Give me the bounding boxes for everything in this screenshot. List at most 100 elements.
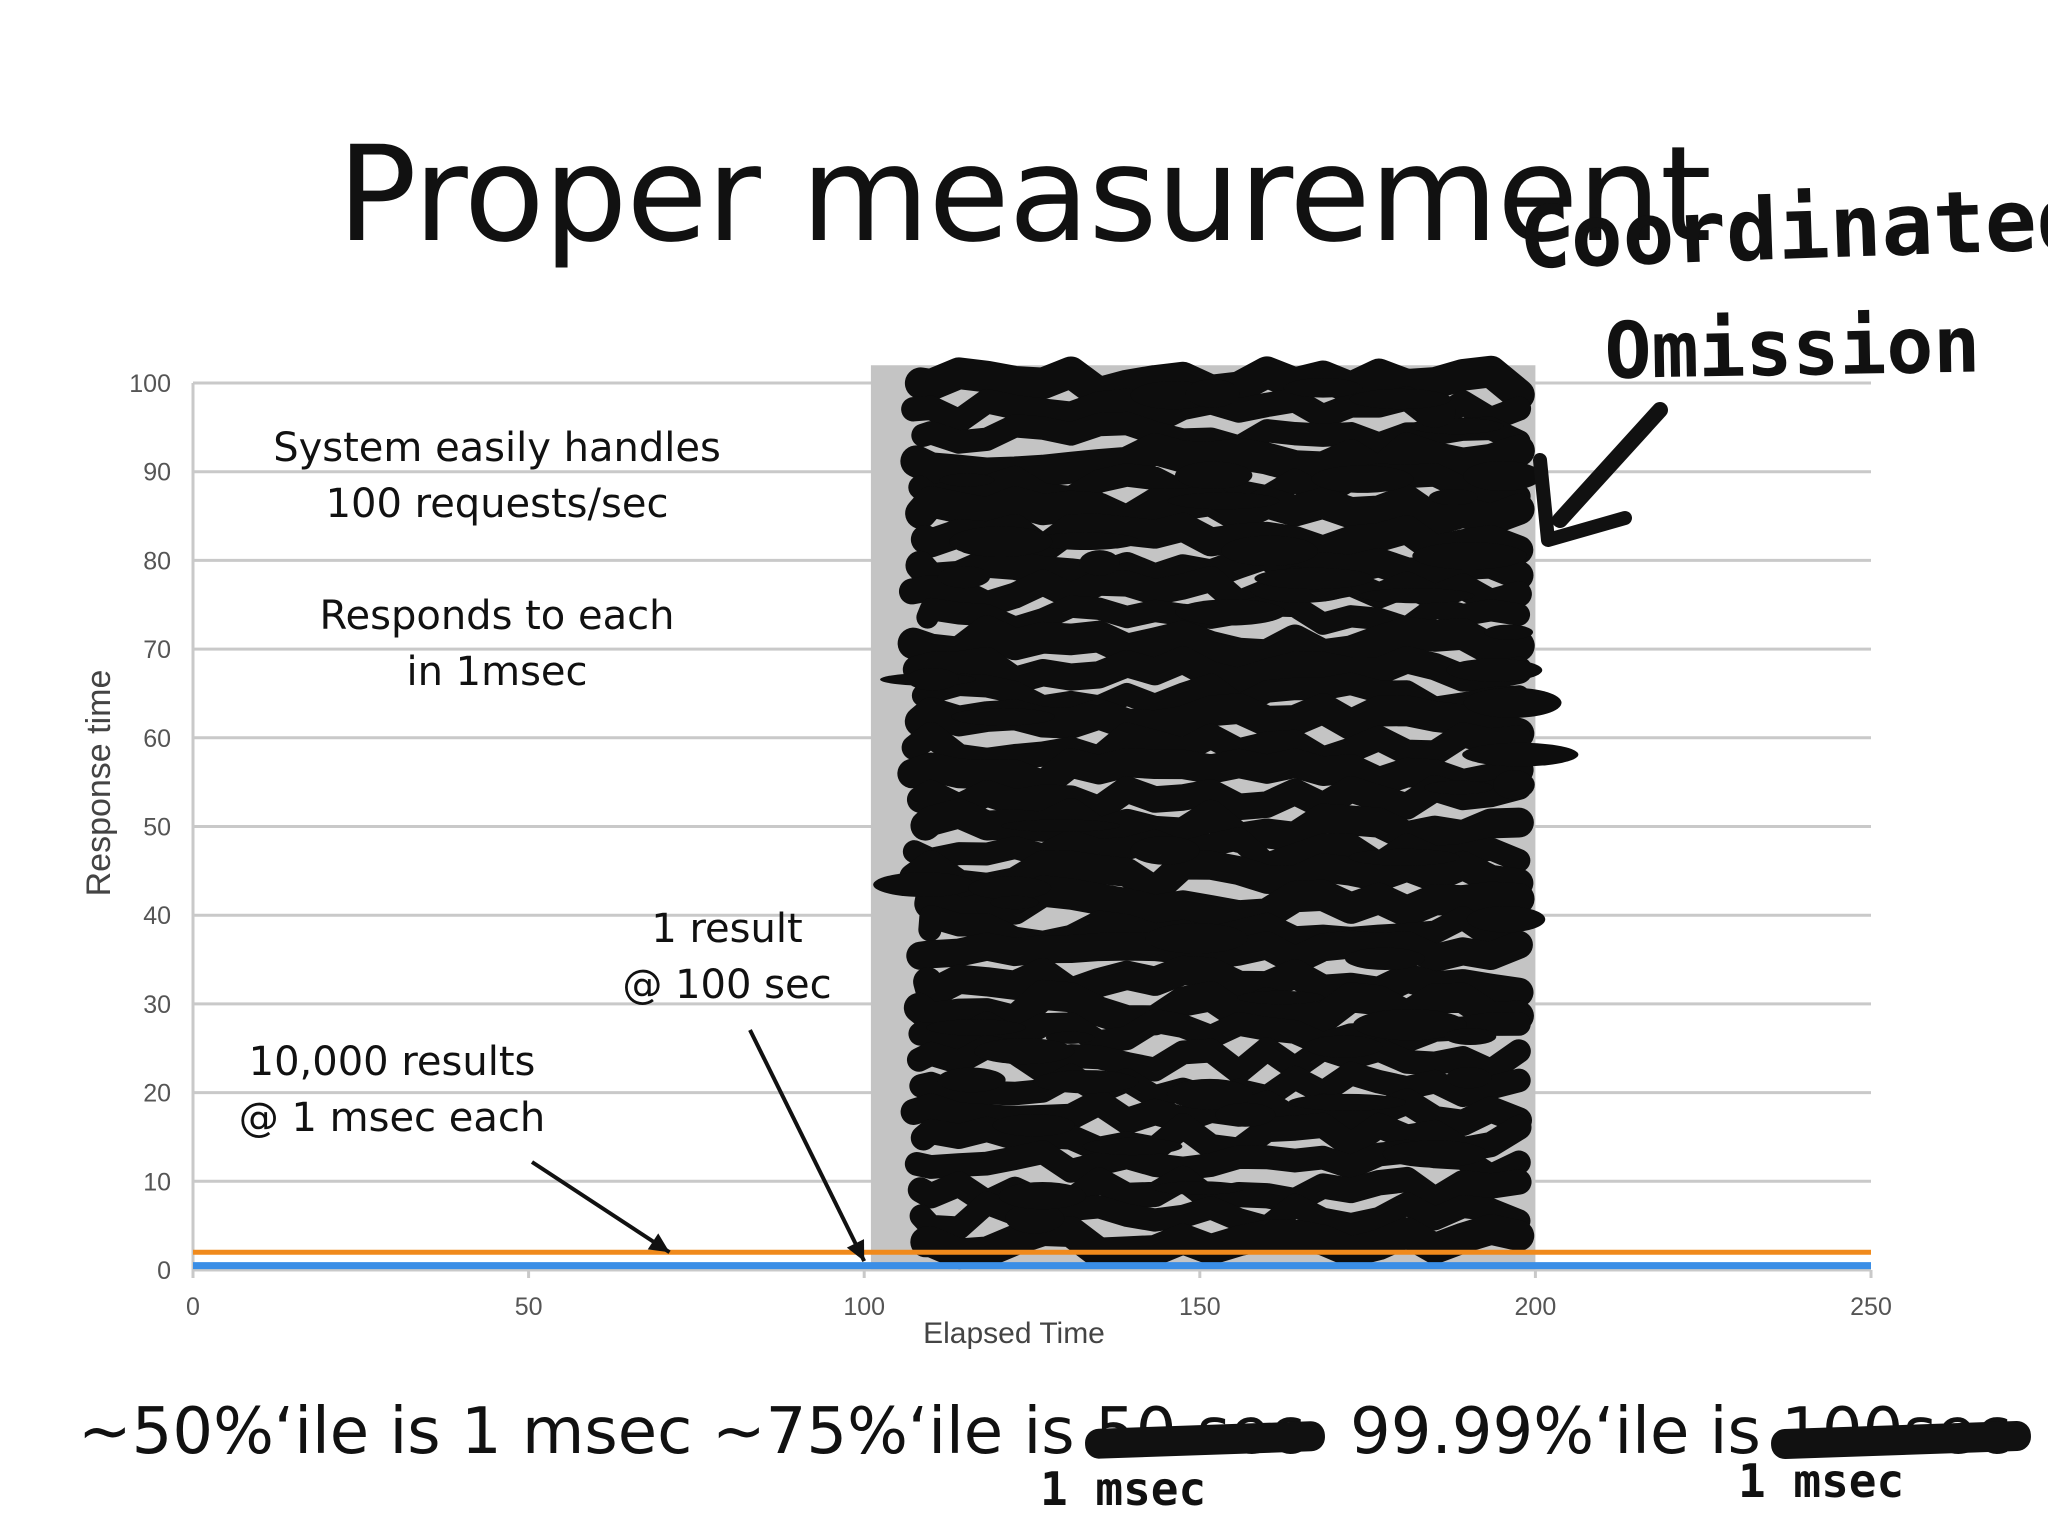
scribble-blot-33	[1412, 542, 1527, 570]
y-tick-60: 60	[143, 725, 171, 753]
scribble-blot-16	[1353, 1009, 1467, 1041]
annotation-many-results-line1: 10,000 results	[249, 1039, 536, 1085]
scribble-blot-11	[1462, 742, 1579, 767]
scribble-blot-53	[1221, 535, 1318, 567]
scribble-blot-56	[1349, 388, 1452, 410]
scribble-blot-55	[1466, 906, 1546, 933]
scribble-blot-47	[1304, 1035, 1383, 1058]
footer-p9999-correction: 1 msec	[1738, 1454, 1905, 1508]
handwritten-coordinated: Coordinated	[1517, 169, 2048, 289]
y-tick-70: 70	[143, 636, 171, 664]
scribble-blot-58	[1145, 923, 1248, 954]
y-tick-30: 30	[143, 991, 171, 1019]
arrow-one-result-shaft	[748, 1029, 866, 1263]
annotation-one-result-line2: @ 100 sec	[622, 962, 831, 1008]
annotations: System easily handles 100 requests/sec R…	[239, 425, 866, 1263]
y-tick-10: 10	[143, 1168, 171, 1196]
scribble-stroke-22	[906, 930, 1533, 975]
scribble-blot-15	[1082, 1137, 1183, 1156]
x-tick-250: 250	[1850, 1293, 1892, 1321]
scribble-blot-2	[1001, 819, 1121, 832]
scribble-blot-22	[990, 895, 1040, 910]
scribble-blot-29	[1175, 599, 1286, 626]
footer-p75-correction: 1 msec	[1040, 1462, 1207, 1516]
arrow-many-results-shaft	[530, 1160, 671, 1254]
scribble-stroke-23	[913, 955, 1534, 1009]
x-tick-labels: 0 50 100 150 200 250	[186, 1293, 1892, 1321]
scribble-blot-24	[1079, 550, 1120, 576]
scribble-blot-19	[1424, 780, 1494, 795]
y-tick-50: 50	[143, 814, 171, 842]
scribble-blot-17	[926, 1019, 1026, 1036]
scribble-blot-34	[1130, 836, 1200, 865]
scribble-blot-18	[968, 876, 1052, 900]
arrow-many-results-head	[647, 1233, 670, 1253]
scribble-blot-46	[1446, 658, 1543, 682]
scribble-blot-42	[992, 1114, 1075, 1137]
scribble-blot-6	[937, 565, 991, 589]
scribble-blot-28	[1444, 1028, 1497, 1046]
handwritten-omission: Omission	[1604, 300, 1981, 397]
footer-p75-struck-wrapper: 50 sec	[1084, 1395, 1326, 1469]
annotation-capacity-line2: 100 requests/sec	[326, 481, 669, 527]
annotation-latency-line2: in 1msec	[406, 649, 587, 695]
coordinated-omission-callout: Coordinated Omission	[1517, 169, 2048, 547]
footer-p50: ~50%‘ile is 1 msec	[78, 1395, 693, 1469]
annotation-latency-line1: Responds to each	[320, 593, 675, 639]
x-tick-100: 100	[843, 1293, 885, 1321]
scribble-stroke-14	[901, 722, 1532, 774]
x-tick-200: 200	[1515, 1293, 1557, 1321]
scribble-stroke-16	[906, 773, 1533, 823]
scribble-blot-0	[1166, 1078, 1253, 1110]
y-tick-0: 0	[157, 1257, 171, 1285]
scribble-blot-31	[1311, 465, 1414, 493]
y-tick-80: 80	[143, 547, 171, 575]
scribble-blot-36	[1185, 379, 1240, 408]
scribble-blot-51	[949, 526, 1053, 558]
annotation-capacity-line1: System easily handles	[273, 425, 721, 471]
scribble-blot-48	[939, 473, 995, 487]
y-tick-90: 90	[143, 459, 171, 487]
scribble-blot-21	[1446, 1067, 1492, 1089]
scribble-blot-4	[873, 872, 975, 898]
scribble-stroke-10	[897, 615, 1535, 671]
scribble-blot-26	[1463, 460, 1543, 491]
scribble-blot-3	[1152, 1181, 1246, 1195]
arrow-one-result-head	[846, 1239, 865, 1262]
x-tick-0: 0	[186, 1293, 200, 1321]
y-axis-label: Response time	[80, 670, 118, 897]
scribble-blot-27	[1493, 770, 1535, 800]
x-axis-label: Elapsed Time	[923, 1317, 1105, 1350]
x-tick-50: 50	[515, 1293, 543, 1321]
annotation-arrows	[530, 1029, 866, 1263]
footer-p75: ~75%‘ile is 50 sec	[712, 1395, 1326, 1469]
scribble-blot-52	[1283, 378, 1363, 398]
scribble-blot-57	[1348, 848, 1460, 866]
footer-p9999-prefix: 99.99%‘ile is	[1350, 1395, 1782, 1469]
scribble-blot-9	[1463, 687, 1562, 718]
scribble-blot-54	[1174, 461, 1253, 490]
annotation-many-results-line2: @ 1 msec each	[239, 1095, 545, 1141]
scribble-blot-50	[1345, 947, 1426, 970]
annotation-one-result-line1: 1 result	[651, 906, 802, 952]
scribble-blot-38	[1031, 532, 1140, 551]
scribble-blot-43	[998, 1181, 1087, 1210]
scribble-stroke-2	[911, 411, 1531, 459]
scribble-stroke-12	[911, 672, 1531, 720]
x-tick-150: 150	[1179, 1293, 1221, 1321]
scribble-blot-13	[1045, 1031, 1095, 1044]
scribble-blot-25	[1033, 1070, 1139, 1094]
scribble-blot-14	[974, 1038, 1075, 1065]
scribble-overlay	[873, 355, 1579, 1270]
y-tick-labels: 0 10 20 30 40 50 60 70 80 90 100	[129, 370, 171, 1285]
y-tick-40: 40	[143, 902, 171, 930]
y-tick-20: 20	[143, 1080, 171, 1108]
scribble-blot-35	[1167, 492, 1280, 510]
scribble-blot-39	[906, 668, 959, 691]
scribble-blot-59	[937, 1067, 1006, 1093]
scribble-blot-37	[1237, 990, 1325, 1005]
scribble-stroke-33	[910, 1214, 1535, 1270]
scribble-blot-23	[1359, 588, 1475, 604]
